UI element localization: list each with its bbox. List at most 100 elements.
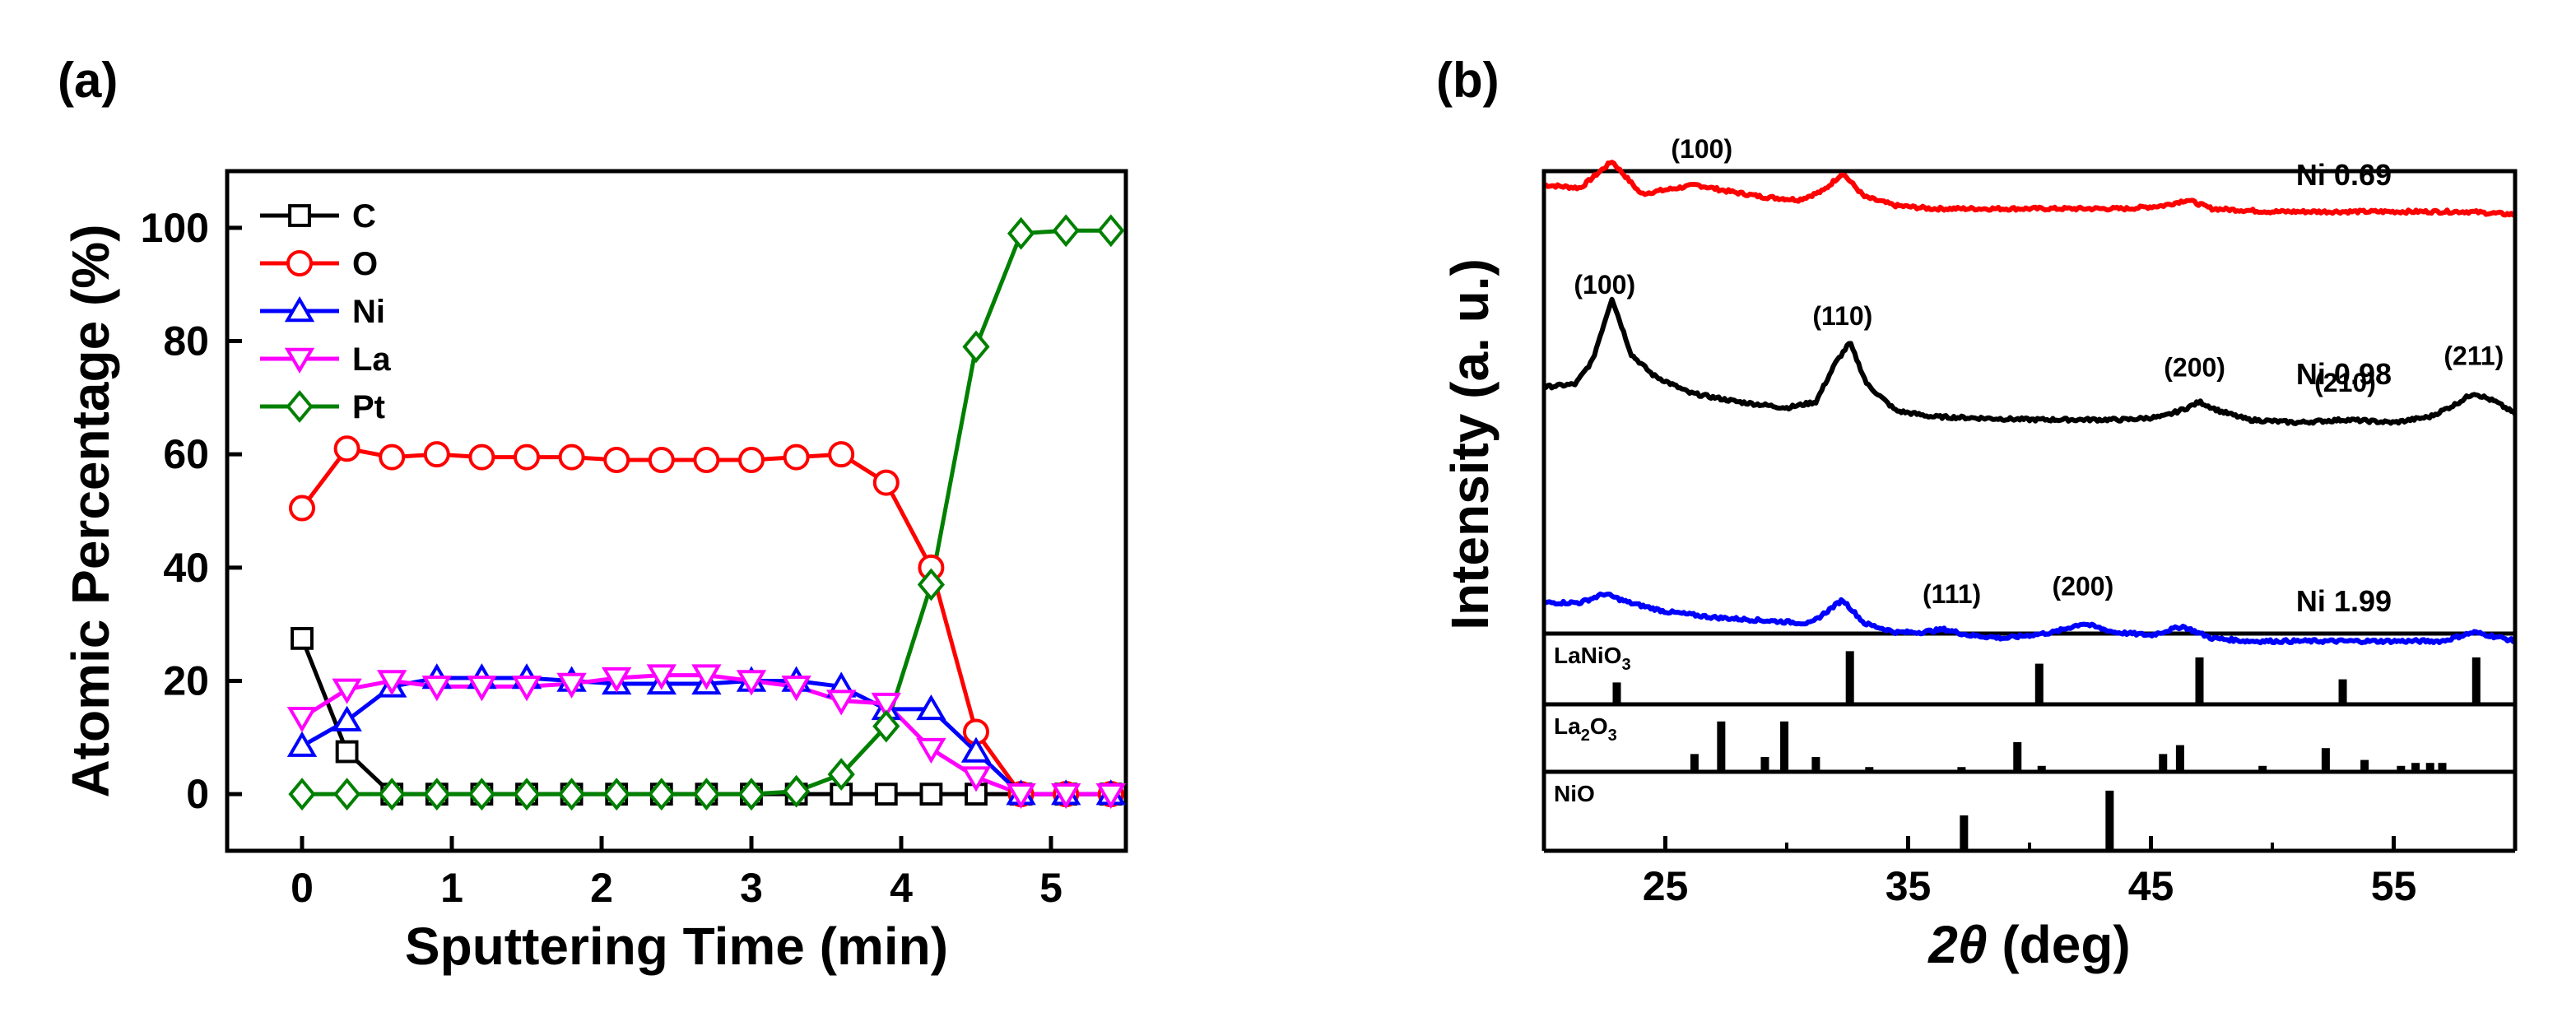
peak-label: (211): [2443, 341, 2504, 371]
reference-peak-lanio: [2338, 679, 2347, 704]
chart-atomic-percentage: Sputtering Time (min) Atomic Percentage …: [61, 169, 1128, 976]
reference-peak-la: [2175, 745, 2184, 772]
reference-label-lanio3: LaNiO3: [1554, 643, 1631, 674]
x-tick-label-a: 5: [1039, 865, 1062, 911]
legend-label-ni: Ni: [352, 294, 385, 330]
data-point-c: [335, 740, 359, 764]
peak-label: (200): [2164, 352, 2225, 382]
data-point-la: [556, 672, 587, 699]
data-point-ni: [286, 731, 318, 757]
reference-peak-la: [2037, 765, 2046, 772]
legend-label-pt: Pt: [352, 389, 385, 425]
xrd-curve-ni-0-69: [1543, 160, 2516, 218]
data-point-la: [421, 676, 452, 702]
legend-marker-pt: [286, 390, 314, 423]
plot-frame-b: [1541, 169, 2518, 774]
data-point-la: [871, 692, 901, 719]
data-point-la: [1006, 782, 1036, 810]
data-point-o: [828, 441, 855, 468]
peak-label: (110): [1812, 301, 1872, 331]
reference-peak-lanio: [2195, 657, 2204, 704]
data-point-o: [514, 443, 540, 471]
chart-xrd: 2θ (deg) Intensity (a. u.) Ni 0.69 Ni 0.9…: [1440, 134, 2518, 974]
reference-peak-la: [1957, 767, 1966, 772]
reference-peak-nio: [2105, 790, 2114, 851]
reference-formula-part: LaNiO: [1554, 643, 1621, 668]
reference-peak-la: [2013, 742, 2022, 772]
reference-formula-subscript: 3: [1608, 727, 1617, 745]
y-axis-title-a: Atomic Percentage (%): [61, 224, 120, 797]
data-point-pt: [1097, 214, 1125, 248]
x-tick-label-b: 45: [2128, 863, 2174, 909]
x-axis-title-b: 2θ (deg): [1927, 915, 2130, 974]
data-point-la: [1095, 782, 1126, 810]
data-point-o: [379, 443, 406, 471]
data-point-pt: [332, 778, 361, 811]
reference-formula-subscript: 2: [1581, 727, 1590, 745]
data-point-pt: [782, 774, 811, 808]
x-tick-label-a: 2: [590, 865, 613, 911]
legend-marker-c: [288, 204, 311, 227]
reference-peak-lanio: [2471, 657, 2481, 704]
data-point-la: [602, 666, 632, 694]
series-label-ni-0-98: Ni 0.98: [2296, 357, 2392, 391]
data-point-ni: [332, 705, 362, 731]
y-tick-label-a: 0: [186, 771, 209, 817]
reference-peak-la: [2321, 748, 2330, 772]
reference-peak-la: [2425, 763, 2434, 772]
reference-peak-la: [2411, 763, 2420, 772]
data-point-la: [916, 737, 946, 764]
data-point-pt: [378, 778, 406, 811]
data-point-o: [468, 443, 495, 471]
series-label-ni-0-69: Ni 0.69: [2296, 158, 2392, 192]
data-point-la: [286, 707, 318, 733]
y-tick-label-a: 20: [163, 658, 209, 704]
reference-peak-la: [2360, 759, 2369, 772]
y-tick-label-a: 100: [141, 205, 209, 251]
reference-peak-lanio: [2034, 663, 2044, 704]
reference-formula-subscript: 3: [1621, 656, 1630, 674]
x-axis-symbol: 2θ: [1927, 915, 1987, 974]
data-point-pt: [557, 778, 586, 811]
x-tick-label-b: 25: [1643, 863, 1689, 909]
reference-formula-part: O: [1590, 713, 1608, 739]
data-point-o: [693, 447, 720, 474]
series-line-o: [300, 446, 1111, 796]
data-point-la: [960, 766, 992, 792]
data-point-pt: [513, 778, 541, 811]
data-point-o: [333, 435, 360, 462]
reference-label-nio: NiO: [1554, 781, 1595, 806]
x-tick-label-a: 4: [890, 865, 913, 911]
data-point-pt: [1052, 214, 1080, 248]
data-point-o: [872, 469, 900, 496]
x-tick-label-b: 55: [2371, 863, 2417, 909]
data-point-la: [511, 676, 542, 702]
data-point-o: [289, 495, 315, 522]
peak-label: (100): [1671, 134, 1732, 164]
x-tick-label-b: 35: [1886, 863, 1932, 909]
series-line-pt: [302, 228, 1111, 796]
data-point-c: [919, 782, 943, 806]
legend-label-o: O: [352, 246, 378, 282]
data-point-pt: [602, 778, 630, 811]
data-point-la: [646, 664, 677, 690]
data-point-la: [1051, 782, 1081, 810]
y-tick-label-a: 40: [163, 545, 209, 591]
panel-label-b: (b): [1436, 53, 1500, 108]
data-point-la: [736, 670, 767, 696]
data-point-pt: [872, 709, 900, 743]
reference-peak-la: [2159, 754, 2168, 772]
data-point-c: [291, 626, 314, 650]
data-point-la: [781, 676, 811, 702]
data-point-la: [377, 670, 407, 696]
reference-peak-la: [2397, 765, 2406, 772]
data-point-o: [558, 443, 585, 471]
reference-peak-la: [2438, 763, 2447, 772]
x-tick-label-a: 3: [740, 865, 763, 911]
series-line-c: [300, 637, 1111, 796]
reference-peak-la: [1780, 721, 1789, 772]
data-point-pt: [288, 778, 316, 811]
data-point-c: [874, 782, 898, 806]
peak-label: (200): [2053, 572, 2114, 601]
data-point-pt: [737, 778, 765, 811]
